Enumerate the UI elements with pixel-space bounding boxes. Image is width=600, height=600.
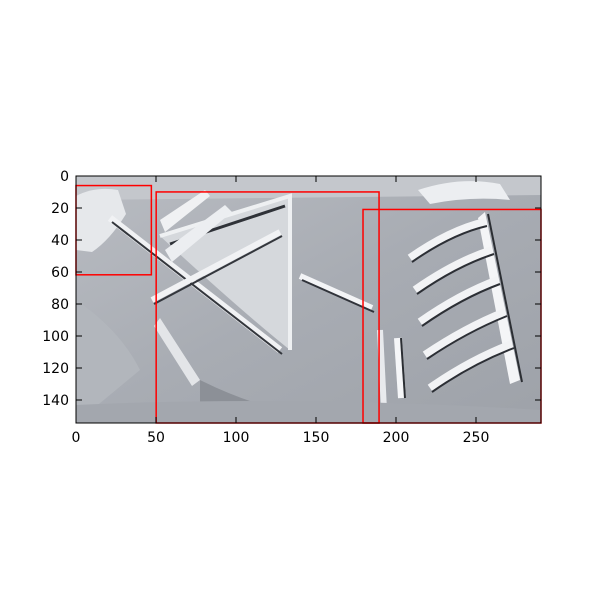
x-axis: 0 50 100 150 200 250 — [72, 176, 490, 446]
y-tick-label: 40 — [51, 233, 69, 249]
right-motif — [377, 181, 523, 411]
x-tick-label: 150 — [303, 430, 330, 446]
x-tick-label: 200 — [383, 430, 410, 446]
x-tick-label: 100 — [223, 430, 250, 446]
y-tick-label: 100 — [42, 329, 69, 345]
tablet-photo — [76, 176, 541, 423]
y-tick-label: 20 — [51, 201, 69, 217]
x-tick-label: 50 — [147, 430, 165, 446]
axes-frame — [75, 175, 542, 424]
y-tick-label: 140 — [42, 393, 69, 409]
y-tick-label: 120 — [42, 361, 69, 377]
y-tick-label: 60 — [51, 265, 69, 281]
y-tick-label: 80 — [51, 297, 69, 313]
x-tick-label: 0 — [72, 430, 81, 446]
x-tick-label: 250 — [463, 430, 490, 446]
y-axis: 0 20 40 60 80 100 120 140 — [42, 169, 541, 409]
y-tick-label: 0 — [60, 169, 69, 185]
